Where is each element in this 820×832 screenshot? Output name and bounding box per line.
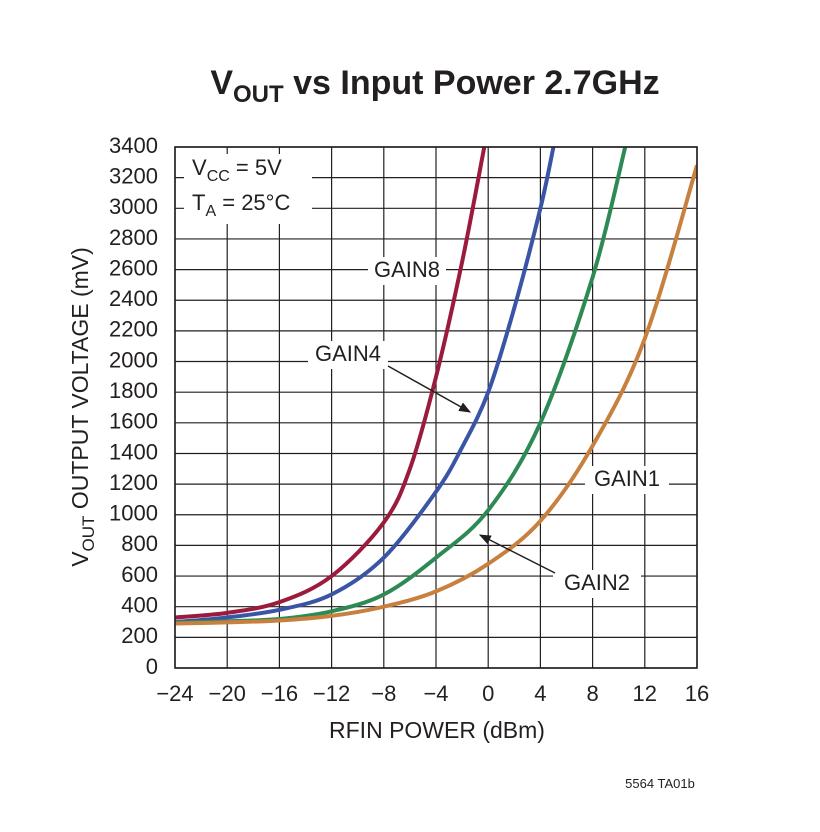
label-bg xyxy=(553,570,641,598)
y-tick-label: 2000 xyxy=(109,347,158,372)
chart-title: VOUT vs Input Power 2.7GHz xyxy=(210,64,659,108)
label-bg xyxy=(308,341,388,369)
y-tick-label: 2800 xyxy=(109,225,158,250)
series-line xyxy=(175,147,556,625)
x-tick-label: −20 xyxy=(209,681,246,706)
y-tick-label: 3400 xyxy=(109,133,158,158)
y-tick-label: 1600 xyxy=(109,409,158,434)
y-tick-label: 2200 xyxy=(109,317,158,342)
x-axis-label: RFIN POWER (dBm) xyxy=(329,717,545,743)
plot-frame xyxy=(174,146,698,669)
x-tick-label: 16 xyxy=(685,681,709,706)
y-tick-label: 600 xyxy=(121,562,158,587)
vcc-annotation: VCC = 5V xyxy=(192,155,282,185)
y-tick-label: 400 xyxy=(121,593,158,618)
series-line xyxy=(175,147,487,620)
y-tick-label: 1200 xyxy=(109,470,158,495)
x-tick-label: −8 xyxy=(371,681,396,706)
y-tick-label: 1400 xyxy=(109,439,158,464)
x-tick-label: 12 xyxy=(633,681,657,706)
arrow xyxy=(387,365,472,413)
x-tick-label: 8 xyxy=(586,681,598,706)
label-bg xyxy=(368,257,446,285)
y-tick-label: 800 xyxy=(121,531,158,556)
y-tick-label: 0 xyxy=(146,654,158,679)
condition-box xyxy=(184,154,312,224)
figure-note: 5564 TA01b xyxy=(625,776,695,791)
series-line xyxy=(175,164,697,626)
y-axis-label: VOUT OUTPUT VOLTAGE (mV) xyxy=(67,247,98,567)
x-tick-label: −24 xyxy=(156,681,193,706)
series-label: GAIN1 xyxy=(594,466,660,491)
x-tick-label: 4 xyxy=(534,681,546,706)
ta-annotation: TA = 25°C xyxy=(192,190,290,220)
y-tick-label: 200 xyxy=(121,623,158,648)
y-tick-label: 3200 xyxy=(109,163,158,188)
y-tick-label: 1800 xyxy=(109,378,158,403)
label-bg xyxy=(585,466,669,494)
x-tick-label: 0 xyxy=(482,681,494,706)
plot-area xyxy=(175,147,697,626)
series-label: GAIN4 xyxy=(315,341,381,366)
y-tick-label: 1000 xyxy=(109,501,158,526)
series-label: GAIN8 xyxy=(374,257,440,282)
x-tick-label: −12 xyxy=(313,681,350,706)
series-label: GAIN2 xyxy=(564,570,630,595)
x-tick-label: −4 xyxy=(423,681,448,706)
y-tick-label: 3000 xyxy=(109,194,158,219)
y-tick-label: 2400 xyxy=(109,286,158,311)
x-tick-label: −16 xyxy=(261,681,298,706)
y-tick-label: 2600 xyxy=(109,255,158,280)
arrow xyxy=(478,534,556,574)
